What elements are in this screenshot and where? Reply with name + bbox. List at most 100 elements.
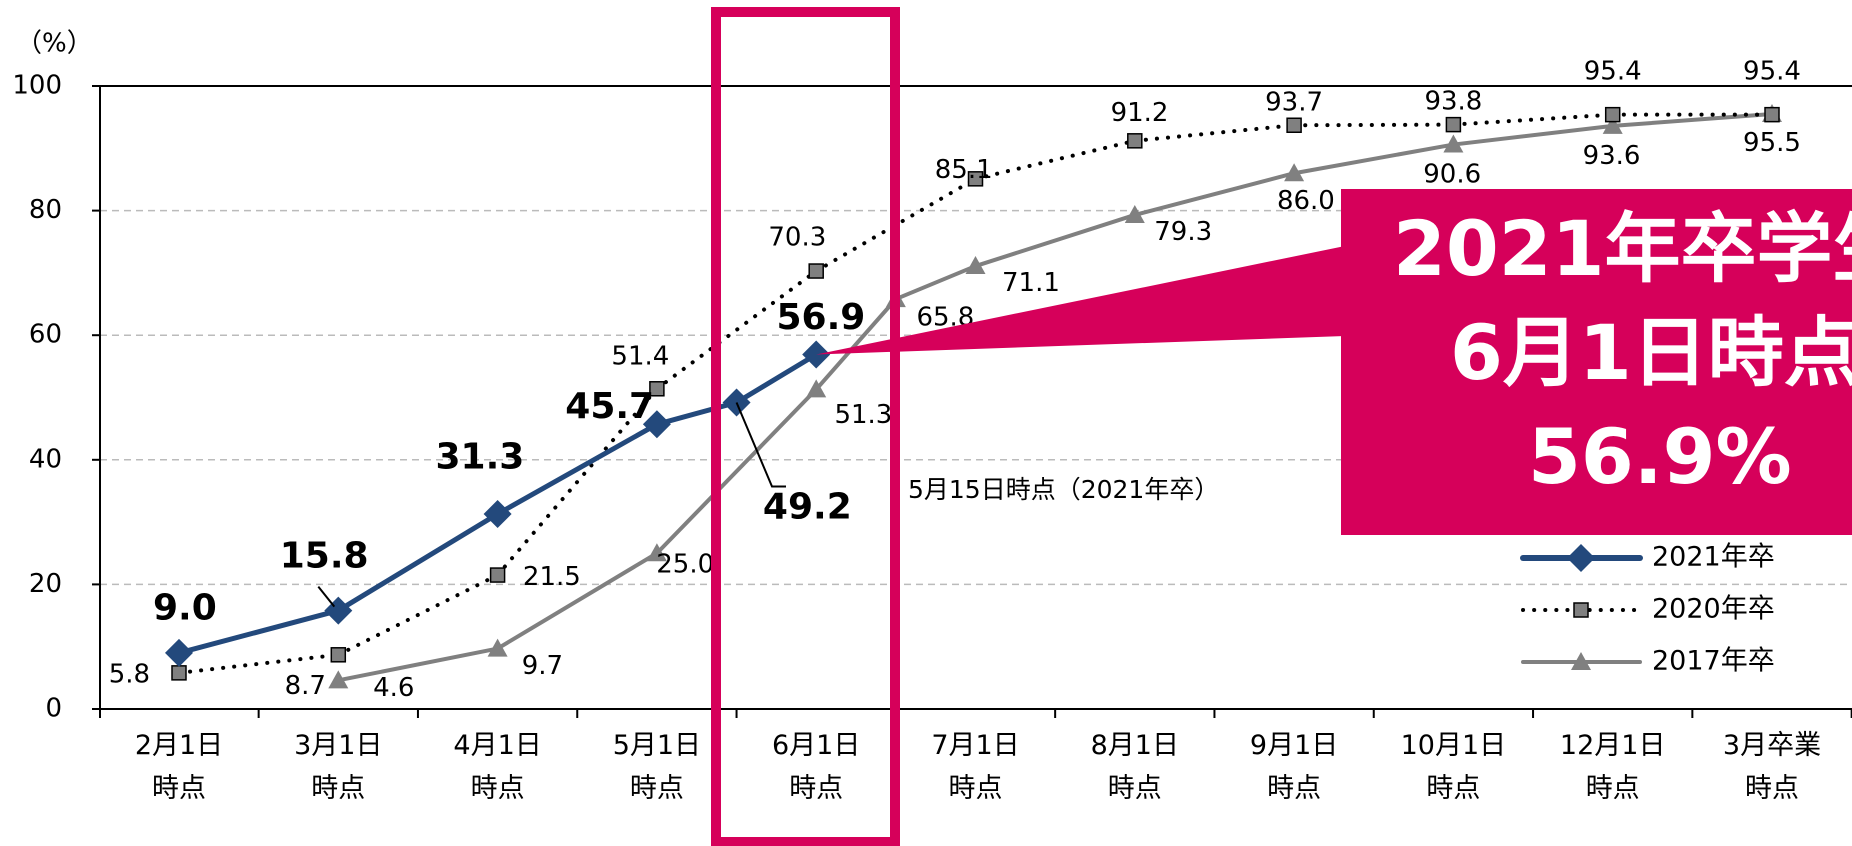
marker — [649, 381, 665, 397]
series-line — [495, 421, 660, 517]
value-label: 90.6 — [1423, 160, 1481, 190]
value-label: 31.3 — [435, 437, 524, 478]
series-line — [1451, 112, 1615, 127]
value-label: 93.7 — [1265, 87, 1323, 117]
legend-marker — [1573, 602, 1589, 618]
value-label: 71.1 — [1002, 268, 1060, 298]
x-tick-label: 12月1日 時点 — [1559, 730, 1666, 804]
y-tick-label: 20 — [29, 569, 62, 599]
marker — [642, 410, 671, 439]
value-label: 85.1 — [935, 155, 993, 185]
value-label: 8.7 — [285, 671, 326, 701]
callout-box — [1341, 189, 1852, 535]
value-label: 21.5 — [523, 562, 581, 592]
x-tick-label: 7月1日 時点 — [931, 730, 1020, 804]
leader-line — [735, 402, 786, 488]
value-label: 25.0 — [656, 550, 714, 580]
marker — [1445, 116, 1462, 133]
series-line — [176, 608, 341, 656]
marker — [328, 670, 349, 689]
legend-label: 2017年卒 — [1652, 646, 1775, 677]
series-line — [336, 573, 500, 657]
x-tick-label: 3月1日 時点 — [294, 730, 383, 804]
x-tick-label: 5月1日 時点 — [612, 730, 702, 804]
marker — [1443, 134, 1464, 153]
value-label: 49.2 — [763, 487, 852, 528]
marker — [1604, 106, 1621, 123]
value-label: 91.2 — [1111, 98, 1169, 128]
legend-marker — [1567, 544, 1595, 572]
leader-line — [317, 585, 336, 608]
value-label: 70.3 — [768, 222, 826, 252]
marker — [483, 500, 512, 529]
value-label: 51.4 — [611, 341, 669, 371]
value-label: 79.3 — [1154, 217, 1212, 247]
x-tick-label: 6月1日 時点 — [772, 730, 861, 804]
y-tick-label: 60 — [29, 320, 62, 350]
marker — [806, 379, 827, 398]
marker — [967, 171, 984, 187]
marker — [1764, 106, 1780, 123]
series-line — [336, 646, 500, 683]
series-line — [814, 297, 898, 392]
callout-pointer — [816, 246, 1345, 355]
highlight-box — [711, 7, 900, 846]
marker — [330, 647, 347, 663]
series-line — [1292, 122, 1456, 128]
x-tick-label: 9月1日 時点 — [1249, 730, 1339, 804]
annotation: 5月15日時点（2021年卒） — [908, 475, 1219, 504]
value-label: 95.4 — [1743, 57, 1801, 87]
x-tick-label: 2月1日 時点 — [134, 730, 224, 804]
callout-text: 2021年卒学生 — [1393, 204, 1852, 293]
series-line — [495, 386, 659, 578]
series-line — [973, 138, 1137, 181]
marker — [808, 263, 824, 279]
series-line — [654, 399, 740, 427]
marker — [965, 256, 986, 275]
callout-text: 56.9% — [1528, 412, 1792, 501]
y-tick-label: 0 — [45, 694, 62, 724]
series-line — [654, 387, 819, 556]
value-label: 93.8 — [1424, 87, 1482, 117]
legend-label: 2020年卒 — [1652, 594, 1775, 625]
marker — [487, 638, 508, 657]
marker — [1127, 133, 1143, 149]
series-line — [734, 352, 819, 405]
series-line — [495, 551, 659, 651]
marker — [1286, 117, 1302, 133]
series-line — [1292, 142, 1456, 176]
series-line — [335, 511, 501, 614]
value-label: 4.6 — [373, 673, 414, 703]
series-line — [893, 264, 978, 302]
legend-marker — [1571, 652, 1591, 670]
value-label: 56.9 — [777, 297, 866, 338]
value-label: 15.8 — [280, 535, 369, 576]
marker — [1284, 163, 1305, 182]
series-line — [654, 269, 819, 391]
marker — [165, 638, 193, 667]
y-tick-label: 100 — [12, 71, 62, 101]
value-label: 9.7 — [522, 651, 563, 681]
legend-label: 2021年卒 — [1652, 542, 1775, 573]
callout-text: 6月1日時点 — [1450, 308, 1852, 397]
series-line — [973, 212, 1137, 269]
series-line — [177, 652, 341, 675]
marker — [1124, 204, 1145, 223]
marker — [1602, 115, 1623, 134]
x-tick-label: 8月1日 時点 — [1090, 730, 1179, 804]
value-label: 5.8 — [109, 660, 150, 690]
value-label: 9.0 — [153, 587, 217, 628]
value-label: 51.3 — [834, 400, 892, 430]
x-tick-label: 3月卒業 時点 — [1722, 730, 1822, 804]
value-label: 93.6 — [1583, 141, 1641, 171]
marker — [489, 567, 506, 583]
x-tick-label: 4月1日 時点 — [453, 730, 542, 804]
series-line — [1132, 171, 1297, 217]
value-label: 95.5 — [1743, 128, 1801, 158]
y-tick-label: 80 — [29, 195, 62, 225]
x-tick-label: 10月1日 時点 — [1400, 730, 1507, 804]
y-unit: （%） — [16, 29, 93, 59]
value-label: 86.0 — [1277, 186, 1335, 216]
